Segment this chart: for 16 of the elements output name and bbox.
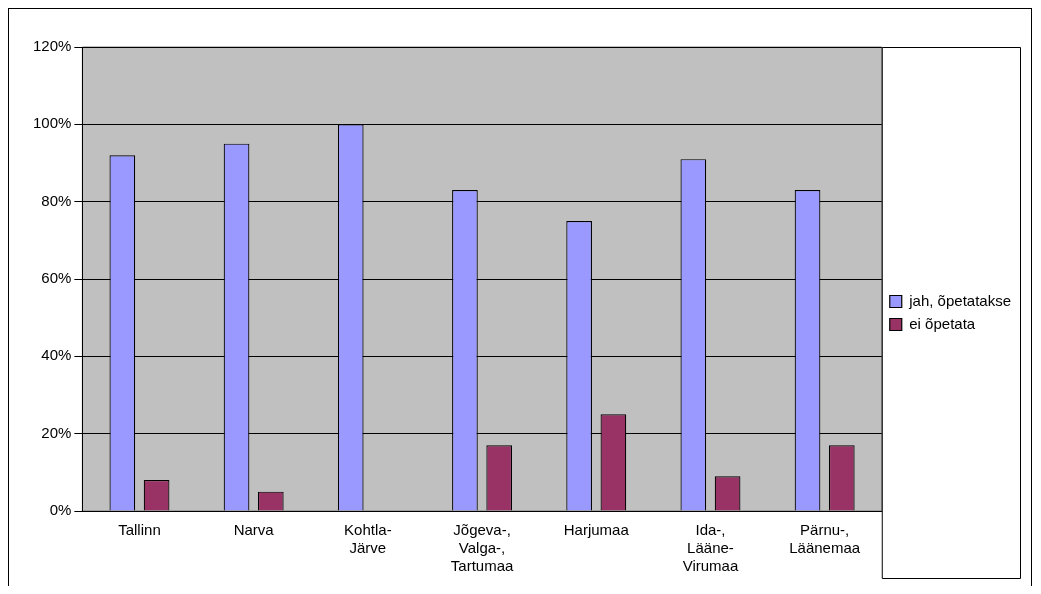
y-tick-label: 80%: [41, 191, 72, 209]
y-tick-label: 0%: [49, 501, 72, 519]
x-tick-label: Narva: [233, 521, 275, 539]
y-tick-label: 20%: [41, 423, 72, 441]
y-tick-label: 40%: [41, 346, 72, 364]
x-tick-label: Kohtla-Järve: [344, 521, 392, 557]
x-tick-label: Harjumaa: [563, 521, 630, 539]
y-tick-label: 60%: [41, 269, 72, 287]
x-tick-label: Jõgeva-, Valga-, Tartumaa: [450, 521, 514, 575]
legend-label: jah, õpetatakse: [908, 291, 1012, 309]
x-tick-label: Pärnu-, Läänemaa: [789, 521, 861, 557]
legend-label: ei õpetata: [909, 314, 976, 332]
y-tick-label: 120%: [32, 37, 72, 55]
x-tick-label: Ida-, Lääne-Virumaa: [682, 521, 739, 575]
y-tick-label: 100%: [32, 114, 72, 132]
x-tick-label: Tallinn: [118, 521, 161, 539]
